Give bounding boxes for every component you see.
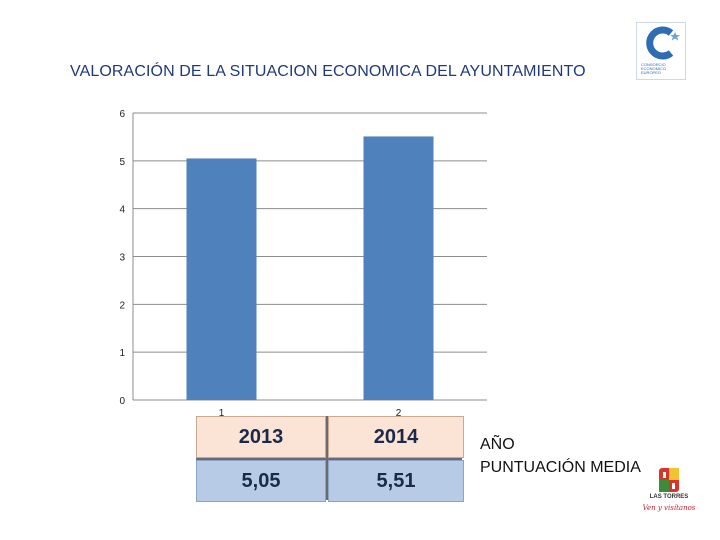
score-cell-2014: 5,51 xyxy=(328,460,464,502)
bar xyxy=(363,136,434,400)
y-tick-label: 4 xyxy=(119,205,125,216)
page-title: VALORACIÓN DE LA SITUACION ECONOMICA DEL… xyxy=(70,63,586,80)
score-cell-2013: 5,05 xyxy=(196,460,326,502)
y-tick-label: 5 xyxy=(119,157,125,168)
y-tick-label: 6 xyxy=(119,109,125,120)
x-tick-label: 1 xyxy=(219,408,225,419)
year-cell-2014: 2014 xyxy=(328,416,464,458)
y-tick-label: 2 xyxy=(119,300,125,311)
row-label-year: AÑO xyxy=(480,436,515,453)
consortium-logo-text: CONSORCIO ECONOMICO EUROPEO xyxy=(641,62,667,75)
consortium-logo: CONSORCIO ECONOMICO EUROPEO xyxy=(636,22,686,80)
town-slogan: Ven y visítanos xyxy=(642,504,696,512)
bar xyxy=(186,158,257,400)
row-label-score: PUNTUACIÓN MEDIA xyxy=(480,459,641,476)
y-tick-label: 0 xyxy=(119,396,125,407)
consortium-c-logo-icon xyxy=(646,26,680,60)
x-tick-label: 2 xyxy=(396,408,402,419)
town-name: LAS TORRES xyxy=(649,494,689,500)
las-torres-crest-icon xyxy=(659,468,679,492)
table-row-labels: AÑO PUNTUACIÓN MEDIA xyxy=(480,433,641,479)
y-tick-label: 1 xyxy=(119,348,125,359)
year-cell-2013: 2013 xyxy=(196,416,326,458)
y-tick-label: 3 xyxy=(119,253,125,264)
town-logo: LAS TORRES Ven y visítanos xyxy=(642,466,696,526)
score-table: 2013 2014 5,05 5,51 xyxy=(196,416,464,502)
